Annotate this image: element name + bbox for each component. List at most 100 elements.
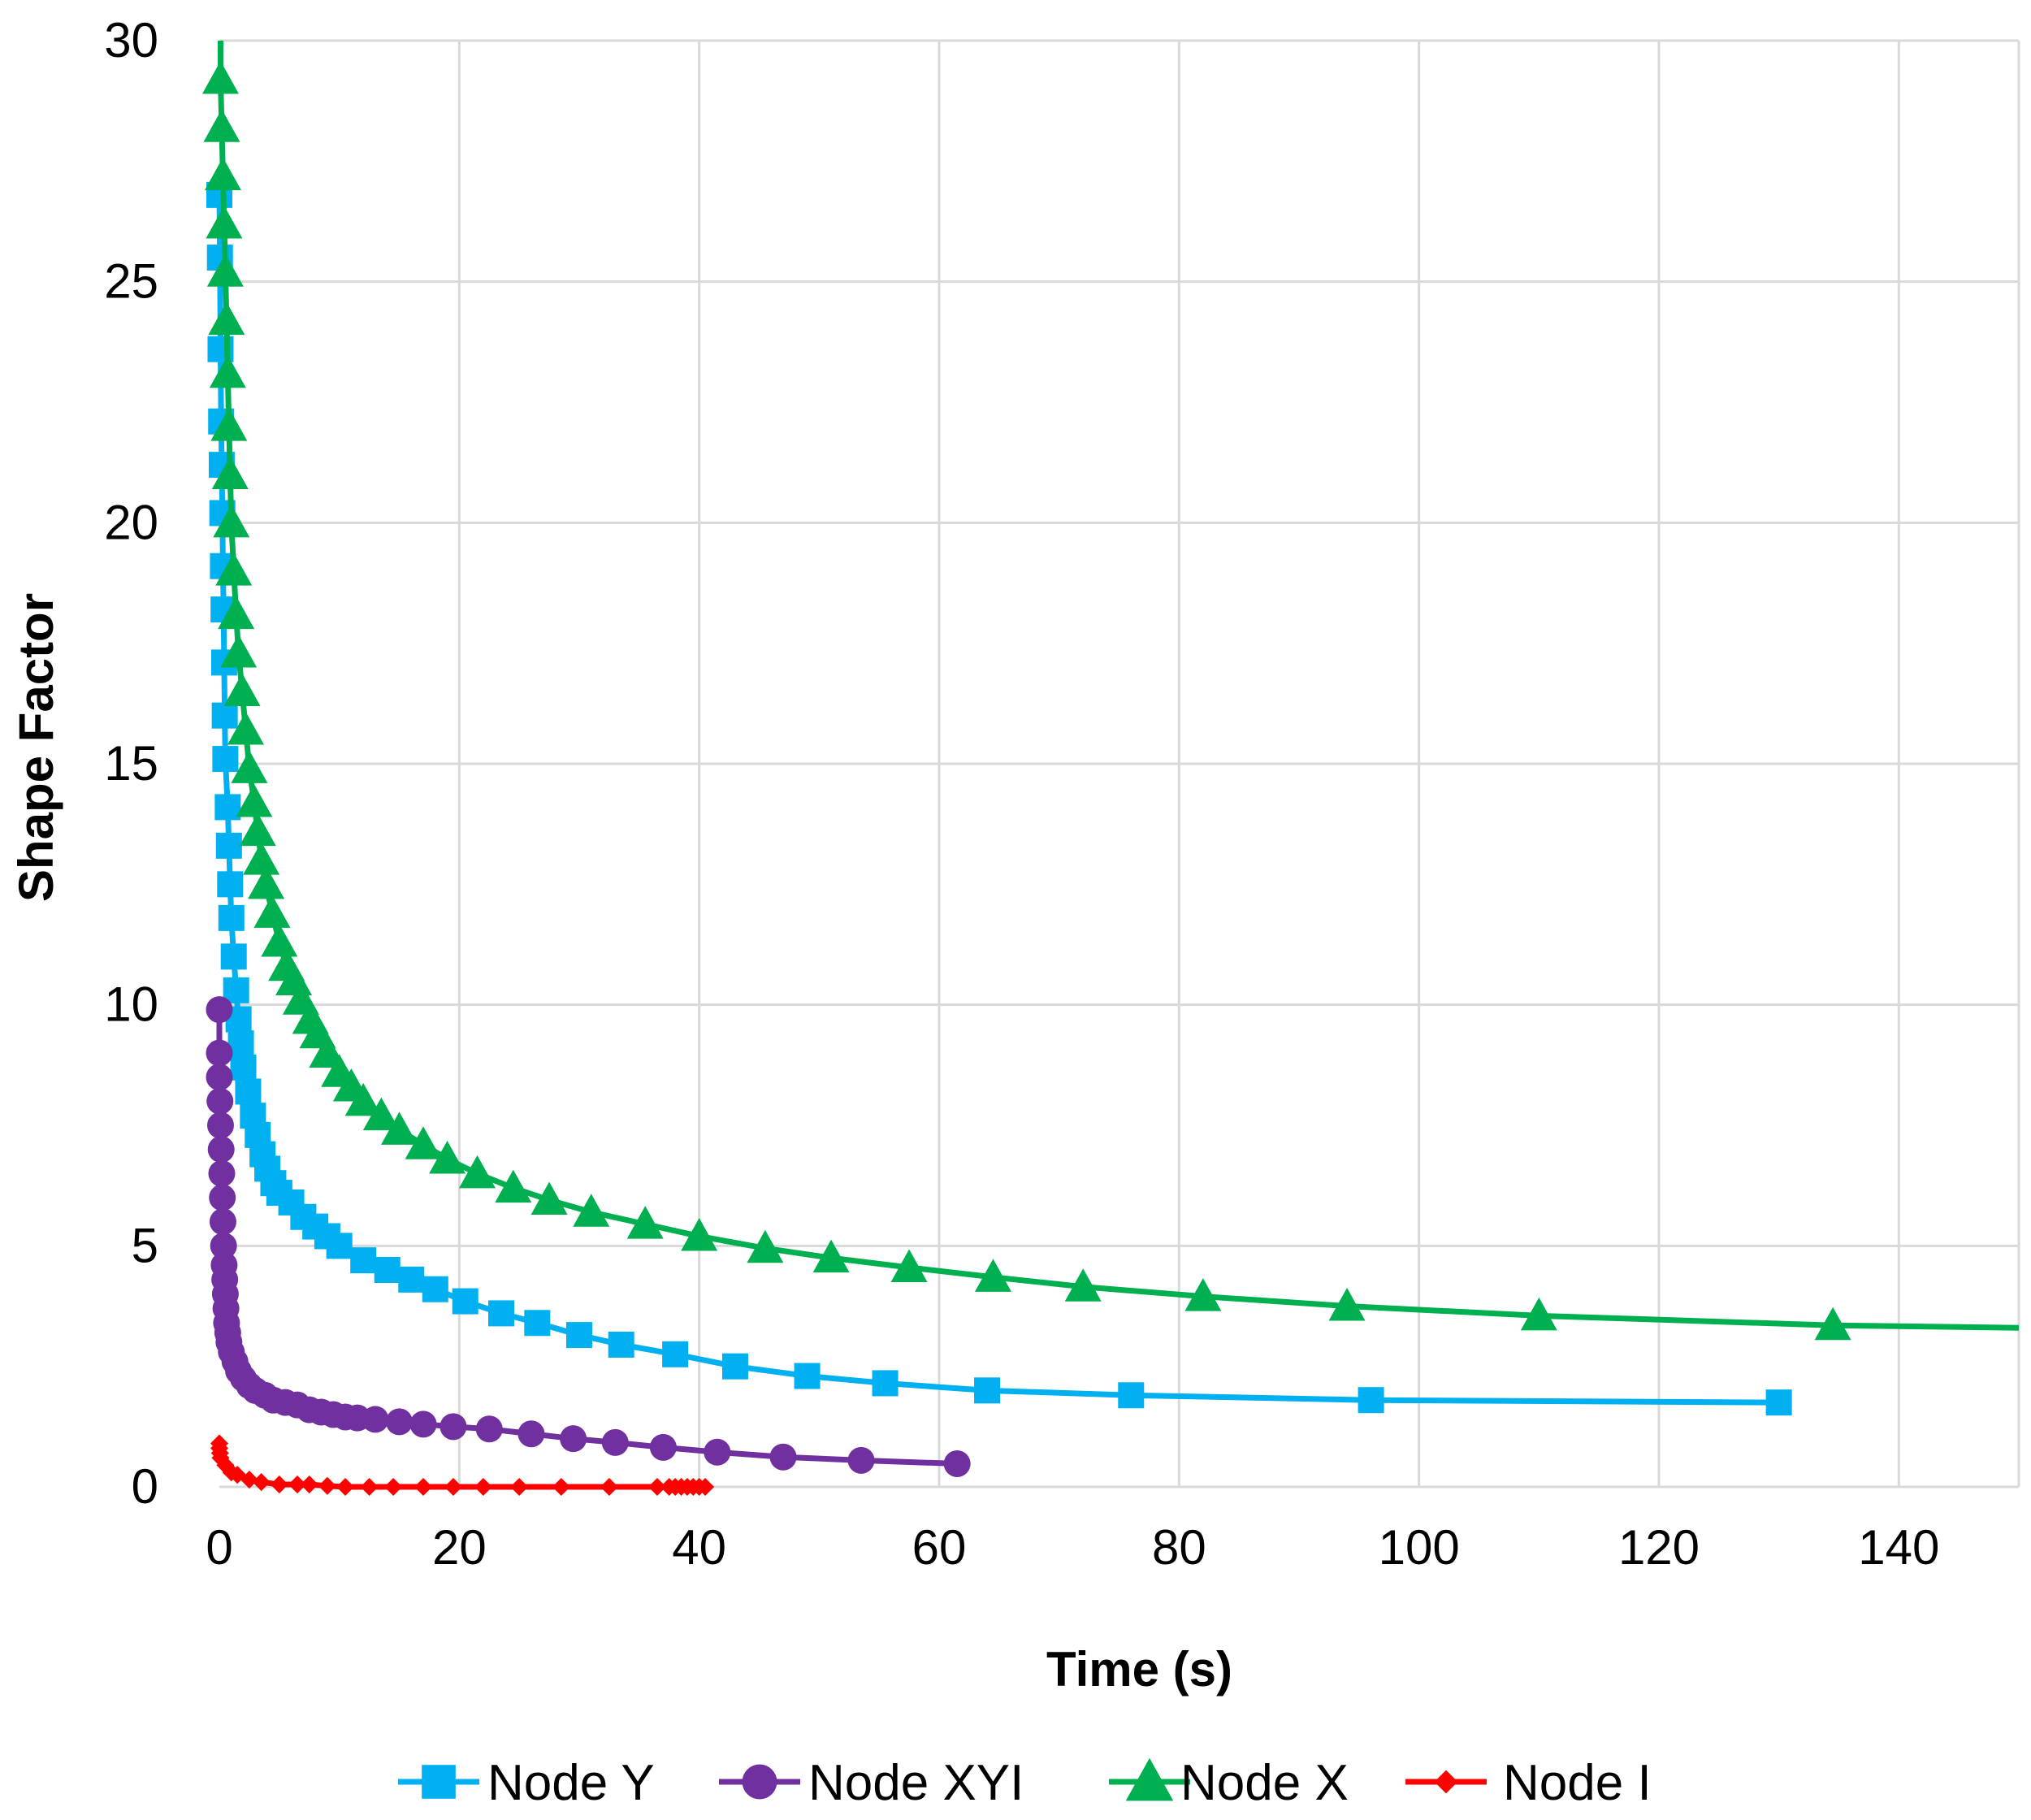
data-point [626,1206,664,1239]
data-point [600,1477,618,1497]
data-point [218,596,255,630]
data-point [444,1477,462,1497]
data-point [240,1471,258,1489]
data-point [769,1443,797,1471]
series-node-x [201,41,2020,1341]
legend-entry: Node I [1405,1755,1652,1811]
x-tick-label: 40 [672,1520,726,1575]
data-point [206,996,233,1024]
data-point [350,1247,377,1274]
data-point [214,794,241,821]
data-point [974,1259,1011,1292]
legend-marker [422,1765,456,1799]
data-point [510,1477,529,1497]
data-point [405,1126,442,1159]
data-point [336,1477,355,1497]
data-point [362,1097,400,1131]
data-point [217,871,244,898]
data-point [206,205,243,239]
data-point [488,1300,515,1327]
data-point [474,1477,492,1497]
y-axis-title: Shape Factor [9,593,63,902]
data-point [236,783,273,817]
data-point [872,1370,899,1397]
data-point [608,1331,634,1358]
data-point [1328,1288,1366,1321]
data-point [1184,1278,1222,1311]
x-tick-label: 20 [432,1520,487,1575]
data-point [204,157,241,191]
data-point [223,673,261,706]
data-point [206,1039,233,1067]
x-tick-label: 60 [912,1520,967,1575]
series-layer [201,41,2020,1497]
data-point [326,1233,353,1259]
data-point [440,1413,467,1441]
y-tick-label: 30 [104,13,158,67]
data-point [231,750,268,783]
data-point [211,702,238,729]
data-point [362,1406,389,1433]
legend-entry: Node Y [398,1755,655,1811]
data-point [721,1353,748,1380]
data-point [560,1425,587,1453]
data-point [209,1208,236,1236]
legend-marker [742,1764,777,1800]
x-tick-label: 100 [1379,1520,1460,1575]
data-point [747,1229,784,1263]
data-point [974,1377,1001,1404]
data-point [344,1082,382,1116]
data-point [209,1184,236,1211]
data-point [230,1054,257,1081]
data-point [429,1141,466,1174]
data-point [794,1363,821,1389]
data-point [517,1420,545,1448]
data-point [215,552,253,586]
legend-entry: Node XYI [719,1755,1024,1811]
data-point [220,943,247,970]
data-point [270,1475,288,1494]
data-point [374,1257,401,1283]
y-tick-label: 20 [104,495,158,549]
data-point [662,1341,689,1367]
y-tick-label: 25 [104,254,158,309]
data-point [1765,1389,1792,1416]
data-point [524,1310,551,1337]
legend: Node Y Node XYI Node X Node I [398,1755,1652,1811]
x-tick-label: 140 [1858,1520,1939,1575]
data-point [253,895,291,928]
data-point [1814,1306,1851,1341]
data-point [220,635,258,668]
data-point [210,408,248,441]
data-point [601,1428,629,1456]
data-point [381,1112,418,1145]
data-point [681,1217,718,1251]
data-point [360,1477,379,1497]
data-point [209,354,246,388]
legend-label: Node X [1180,1755,1349,1811]
legend-label: Node Y [487,1755,655,1811]
series-node-xyi [206,996,971,1478]
data-point [452,1288,479,1315]
x-tick-label: 80 [1152,1520,1206,1575]
x-tick-label: 120 [1618,1520,1700,1575]
gridlines [219,39,2020,1488]
data-point [252,1473,271,1492]
data-point [206,1087,234,1115]
data-point [318,1476,336,1495]
data-point [206,254,244,287]
x-axis-title: Time (s) [1046,1642,1232,1696]
data-point [1064,1268,1102,1302]
legend-marker [1434,1770,1458,1794]
legend-label: Node XYI [808,1755,1024,1811]
data-point [384,1477,403,1497]
data-point [206,1112,234,1139]
data-point [398,1266,425,1293]
y-tick-label: 15 [104,736,158,791]
data-point [288,1475,307,1494]
data-point [213,504,250,538]
data-point [696,1477,715,1497]
data-point [239,812,276,847]
